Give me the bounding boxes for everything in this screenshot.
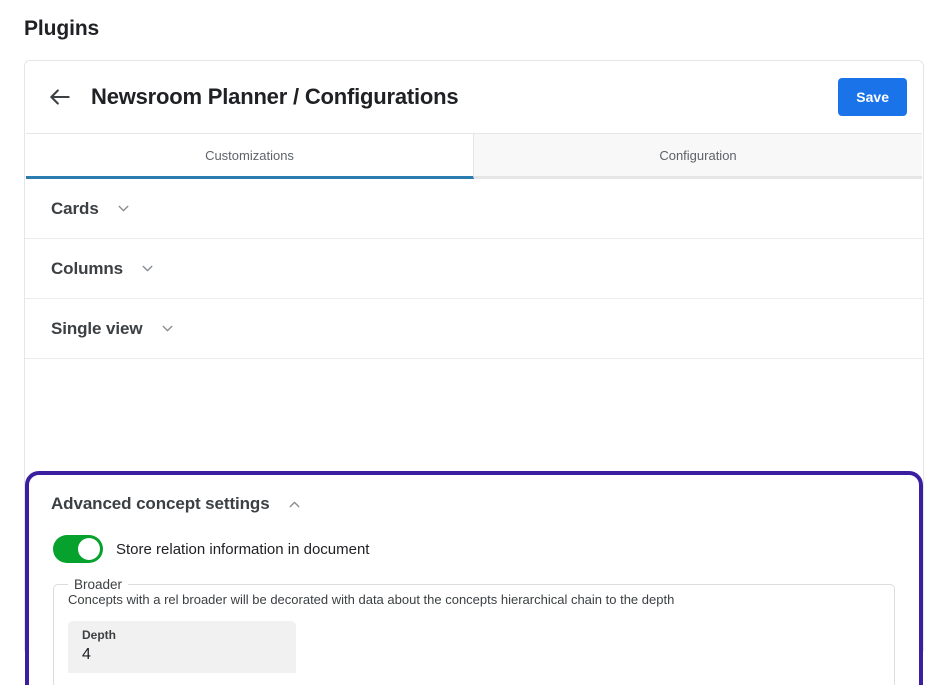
chevron-up-icon[interactable]: [286, 496, 303, 513]
configuration-card: Newsroom Planner / Configurations Save C…: [24, 60, 924, 685]
tab-bar: Customizations Configuration: [26, 133, 922, 179]
sections-list: Cards Columns Single view: [25, 179, 923, 685]
section-single-view-label: Single view: [51, 318, 143, 338]
broader-description: Concepts with a rel broader will be deco…: [68, 592, 675, 607]
section-advanced-label: Advanced concept settings: [51, 494, 270, 513]
arrow-left-icon[interactable]: [43, 80, 77, 114]
section-single-view[interactable]: Single view: [25, 299, 923, 359]
depth-input-value: 4: [82, 645, 91, 663]
store-relation-toggle[interactable]: [53, 535, 103, 563]
advanced-section-header[interactable]: Advanced concept settings: [29, 475, 919, 533]
depth-input[interactable]: Depth 4: [68, 620, 296, 673]
section-cards[interactable]: Cards: [25, 179, 923, 239]
plugin-breadcrumb-title: Newsroom Planner / Configurations: [91, 84, 459, 109]
save-button[interactable]: Save: [838, 78, 907, 116]
chevron-down-icon[interactable]: [139, 260, 156, 277]
chevron-down-icon[interactable]: [115, 200, 132, 217]
section-columns[interactable]: Columns: [25, 239, 923, 299]
section-cards-label: Cards: [51, 198, 99, 218]
depth-input-label: Depth: [82, 627, 116, 642]
chevron-down-icon[interactable]: [159, 320, 176, 337]
store-relation-toggle-row: Store relation information in document: [29, 535, 919, 563]
broader-fieldset: Broader Concepts with a rel broader will…: [53, 577, 895, 685]
tab-configuration[interactable]: Configuration: [474, 134, 922, 179]
section-advanced-concept-settings[interactable]: Advanced concept settings Store relation…: [25, 471, 923, 685]
tab-customizations[interactable]: Customizations: [26, 134, 474, 179]
broader-fieldset-legend: Broader: [74, 577, 123, 592]
page-title: Plugins: [24, 17, 100, 40]
toggle-knob: [78, 538, 100, 560]
section-columns-label: Columns: [51, 258, 124, 278]
store-relation-toggle-label: Store relation information in document: [116, 540, 370, 558]
card-header: Newsroom Planner / Configurations Save: [25, 61, 923, 133]
